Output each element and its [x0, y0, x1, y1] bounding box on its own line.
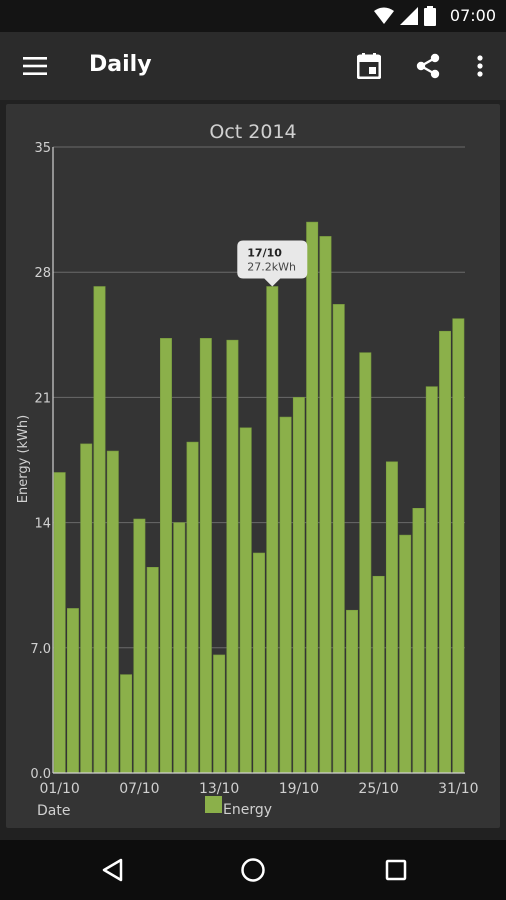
bar[interactable] — [120, 674, 133, 774]
bar[interactable] — [173, 522, 186, 774]
bar[interactable] — [66, 608, 79, 774]
bar[interactable] — [359, 352, 372, 774]
legend-swatch — [205, 796, 222, 813]
y-tick-label: 28 — [34, 266, 51, 281]
recents-button[interactable] — [376, 850, 416, 890]
navigation-bar — [0, 840, 506, 900]
x-tick-label: 31/10 — [438, 781, 478, 797]
bar[interactable] — [226, 339, 239, 774]
back-button[interactable] — [92, 850, 132, 890]
signal-icon — [400, 7, 418, 25]
x-tick-label: 25/10 — [358, 781, 398, 797]
bar[interactable] — [372, 575, 385, 774]
y-tick-labels: 0.0 7.0 14 21 28 35 — [30, 141, 51, 782]
y-tick-label: 0.0 — [30, 767, 51, 782]
home-button[interactable] — [233, 850, 273, 890]
menu-icon — [23, 57, 47, 75]
bar[interactable] — [385, 461, 398, 774]
bar[interactable] — [279, 416, 292, 774]
calendar-icon — [357, 53, 381, 79]
bar[interactable] — [253, 552, 265, 774]
bar[interactable] — [292, 397, 305, 774]
status-time: 07:00 — [449, 6, 496, 25]
bar[interactable] — [266, 286, 279, 774]
more-vert-icon — [477, 55, 483, 77]
x-tick-label: 07/10 — [119, 781, 159, 797]
more-options-button[interactable] — [460, 46, 500, 86]
battery-icon — [424, 6, 436, 26]
bar[interactable] — [213, 654, 226, 774]
share-button[interactable] — [408, 46, 448, 86]
bar[interactable] — [80, 443, 93, 774]
legend-label: Energy — [223, 802, 272, 818]
y-tick-label: 35 — [34, 141, 51, 156]
legend: Energy — [205, 796, 272, 818]
bar[interactable] — [319, 236, 332, 774]
chart-card: Oct 2014 0.0 7.0 14 21 28 35 01/10 07/10 13/10 1… — [6, 104, 500, 828]
bar[interactable] — [106, 450, 119, 774]
bar[interactable] — [53, 472, 66, 774]
tooltip-date: 17/10 — [247, 247, 282, 260]
tooltip-bubble — [237, 240, 308, 287]
bar[interactable] — [425, 386, 438, 774]
app-bar: Daily — [0, 32, 506, 100]
bar[interactable] — [399, 534, 412, 774]
y-tick-label: 21 — [34, 391, 51, 406]
bar[interactable] — [146, 567, 159, 774]
recents-icon — [385, 859, 407, 881]
x-tick-label: 19/10 — [279, 781, 319, 797]
x-tick-label: 13/10 — [199, 781, 239, 797]
status-bar: 07:00 — [0, 0, 506, 32]
status-icons — [374, 6, 436, 26]
x-tick-labels: 01/10 07/10 13/10 19/10 25/10 31/10 — [39, 781, 478, 797]
chart-title: Oct 2014 — [209, 121, 296, 143]
bars — [53, 221, 465, 774]
calendar-button[interactable] — [349, 46, 389, 86]
tooltip-value: 27.2kWh — [247, 261, 296, 274]
x-tick-label: 01/10 — [39, 781, 79, 797]
tooltip: 17/10 27.2kWh — [237, 240, 308, 287]
page-title: Daily — [89, 52, 152, 77]
bar[interactable] — [332, 304, 345, 774]
energy-chart[interactable]: Oct 2014 0.0 7.0 14 21 28 35 01/10 07/10 13/10 1… — [6, 104, 500, 828]
wifi-icon — [374, 7, 394, 24]
bar[interactable] — [346, 609, 358, 774]
bar[interactable] — [199, 338, 212, 774]
y-tick-label: 7.0 — [30, 642, 51, 657]
axes — [52, 147, 465, 774]
bar[interactable] — [133, 518, 146, 774]
menu-button[interactable] — [15, 46, 55, 86]
bar[interactable] — [186, 441, 199, 774]
home-icon — [241, 858, 265, 882]
y-tick-label: 14 — [34, 517, 51, 532]
bar[interactable] — [439, 330, 452, 774]
share-icon — [416, 53, 440, 79]
x-axis-label: Date — [37, 803, 70, 819]
y-axis-label: Energy (kWh) — [16, 415, 31, 503]
bar[interactable] — [306, 221, 319, 774]
bar[interactable] — [93, 286, 106, 774]
bar[interactable] — [412, 507, 425, 774]
bar[interactable] — [452, 318, 465, 774]
bar[interactable] — [239, 427, 252, 774]
back-icon — [102, 858, 123, 882]
bar[interactable] — [160, 338, 172, 774]
